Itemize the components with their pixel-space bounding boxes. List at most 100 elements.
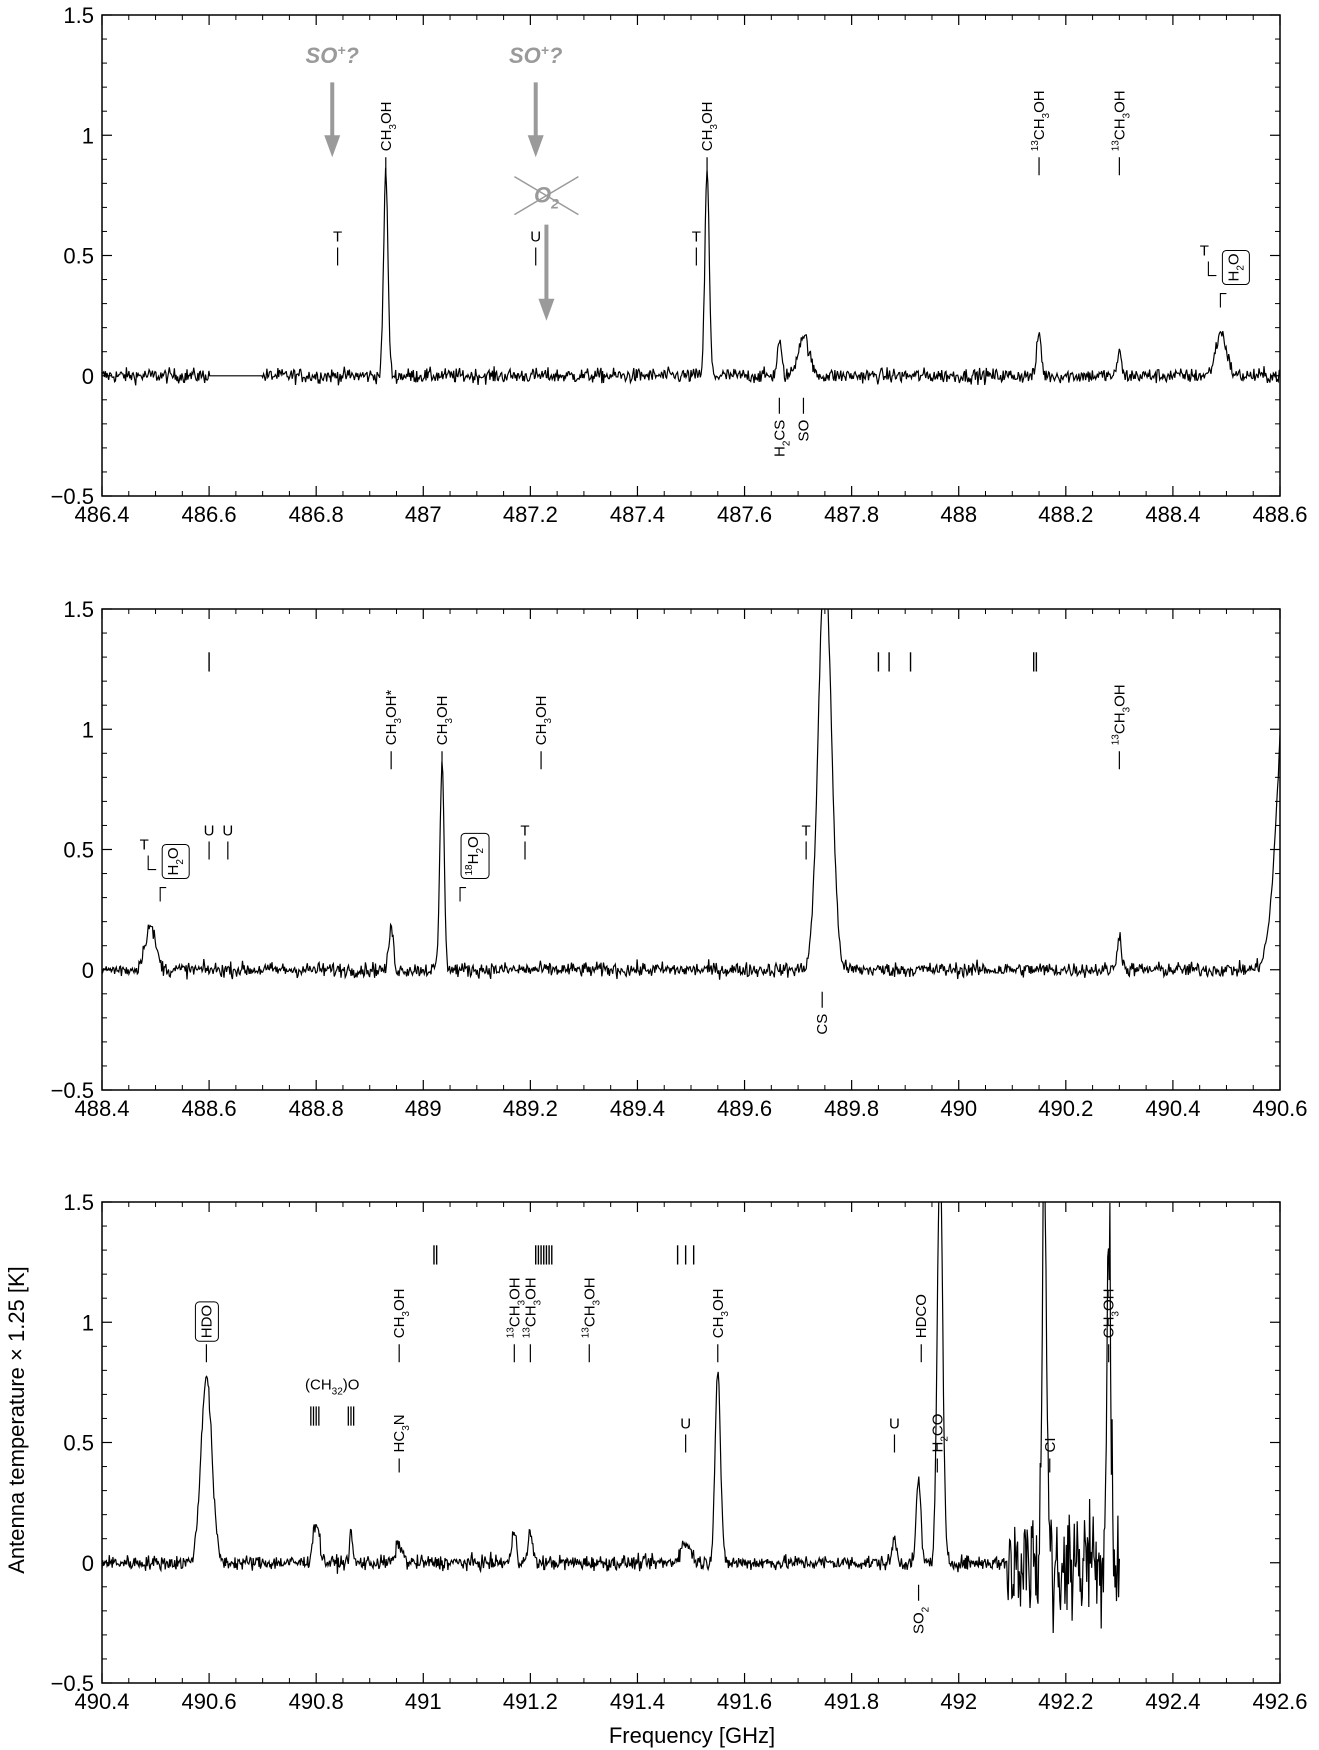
x-tick-label: 490.6 bbox=[182, 1689, 237, 1714]
spectrum-line bbox=[102, 1202, 1120, 1634]
x-tick-label: 486.6 bbox=[182, 502, 237, 527]
y-tick-label: 1 bbox=[82, 1310, 94, 1335]
x-axis-title: Frequency [GHz] bbox=[609, 1723, 775, 1748]
so-plus-arrowhead bbox=[324, 135, 341, 158]
x-tick-label: 492 bbox=[940, 1689, 977, 1714]
line-label: 13CH3OH bbox=[505, 1277, 527, 1338]
x-tick-label: 488.8 bbox=[289, 1096, 344, 1121]
marker-label: U bbox=[222, 823, 233, 840]
x-tick-label: 489.2 bbox=[503, 1096, 558, 1121]
o2-label: O2 bbox=[534, 183, 559, 212]
so-plus-label: SO+? bbox=[509, 42, 562, 68]
marker-label: T bbox=[140, 837, 149, 854]
y-tick-label: −0.5 bbox=[51, 484, 94, 509]
x-tick-label: 489.8 bbox=[824, 1096, 879, 1121]
o2-arrowhead bbox=[538, 298, 555, 321]
x-tick-label: 490.6 bbox=[1252, 1096, 1307, 1121]
x-tick-label: 488.4 bbox=[74, 1096, 129, 1121]
x-tick-label: 489 bbox=[405, 1096, 442, 1121]
x-tick-label: 487.2 bbox=[503, 502, 558, 527]
x-tick-label: 491.2 bbox=[503, 1689, 558, 1714]
line-label: 13CH3OH bbox=[1110, 684, 1132, 745]
line-label: CH3OH bbox=[378, 102, 399, 152]
x-tick-label: 487 bbox=[405, 502, 442, 527]
line-label-below: H2CS bbox=[771, 420, 792, 457]
marker-label: T bbox=[802, 823, 811, 840]
x-tick-label: 488.2 bbox=[1038, 502, 1093, 527]
x-tick-label: 490.4 bbox=[74, 1689, 129, 1714]
marker-label: U bbox=[530, 229, 541, 246]
y-tick-label: 1.5 bbox=[63, 3, 94, 28]
x-tick-label: 490.4 bbox=[1145, 1096, 1200, 1121]
marker-label: T bbox=[520, 823, 529, 840]
x-tick-label: 492.2 bbox=[1038, 1689, 1093, 1714]
y-axis-title: Antenna temperature × 1.25 [K] bbox=[4, 1266, 29, 1574]
x-tick-label: 486.8 bbox=[289, 502, 344, 527]
spectrum-line bbox=[102, 167, 1280, 386]
x-tick-label: 488.4 bbox=[1145, 502, 1200, 527]
y-tick-label: 0 bbox=[82, 1551, 94, 1576]
spectrum-line bbox=[102, 609, 1280, 980]
label-box bbox=[194, 1301, 219, 1342]
line-label: 13CH3OH bbox=[1030, 90, 1052, 151]
x-tick-label: 491 bbox=[405, 1689, 442, 1714]
y-tick-label: 1 bbox=[82, 123, 94, 148]
line-label: 13CH3OH bbox=[580, 1277, 602, 1338]
line-label-below: SO2 bbox=[911, 1606, 932, 1634]
plot-frame bbox=[101, 14, 1281, 497]
marker-bracket bbox=[147, 855, 157, 871]
x-tick-label: 491.8 bbox=[824, 1689, 879, 1714]
x-tick-label: 487.8 bbox=[824, 502, 879, 527]
x-tick-label: 490.8 bbox=[289, 1689, 344, 1714]
y-tick-label: −0.5 bbox=[51, 1078, 94, 1103]
line-label-below: SO bbox=[795, 420, 812, 442]
label-box bbox=[1221, 249, 1250, 286]
label-box bbox=[460, 832, 490, 880]
boxed-line-label: H2O bbox=[1225, 253, 1246, 281]
line-label: CH3OH bbox=[710, 1289, 731, 1339]
marker-label: U bbox=[680, 1416, 691, 1433]
x-tick-label: 487.6 bbox=[717, 502, 772, 527]
spectrum-panel-486-488: 486.4 486.6 486.8 487 487.2 487.4 487.6 487.8 48… bbox=[51, 3, 1308, 527]
so-plus-label: SO+? bbox=[306, 42, 359, 68]
plot-frame bbox=[101, 608, 1281, 1091]
x-tick-label: 489.4 bbox=[610, 1096, 665, 1121]
y-tick-label: 1.5 bbox=[63, 1190, 94, 1215]
x-tick-label: 492.6 bbox=[1252, 1689, 1307, 1714]
x-tick-label: 486.4 bbox=[74, 502, 129, 527]
line-label: CH3OH* bbox=[383, 690, 404, 746]
side-line-label: H2CO bbox=[929, 1414, 950, 1453]
marker-label: U bbox=[889, 1416, 900, 1433]
label-box bbox=[161, 843, 190, 880]
x-tick-label: 490.2 bbox=[1038, 1096, 1093, 1121]
y-tick-label: 0 bbox=[82, 364, 94, 389]
x-tick-label: 489.6 bbox=[717, 1096, 772, 1121]
marker-label: U bbox=[204, 823, 215, 840]
x-tick-label: 491.6 bbox=[717, 1689, 772, 1714]
x-tick-label: 490 bbox=[940, 1096, 977, 1121]
line-label: CH3OH bbox=[533, 696, 554, 746]
x-tick-label: 488.6 bbox=[1252, 502, 1307, 527]
line-label: 13CH3OH bbox=[521, 1277, 543, 1338]
line-label: CH3OH bbox=[391, 1289, 412, 1339]
y-tick-label: 0 bbox=[82, 958, 94, 983]
side-line-label: HC3N bbox=[391, 1414, 412, 1452]
line-label: HDCO bbox=[913, 1294, 930, 1338]
line-label: 13CH3OH bbox=[1110, 90, 1132, 151]
line-label: HDO bbox=[198, 1305, 215, 1338]
boxed-line-label: 18H2O bbox=[464, 836, 486, 875]
label-bracket bbox=[1219, 292, 1227, 308]
x-tick-label: 491.4 bbox=[610, 1689, 665, 1714]
o2-strike bbox=[514, 175, 579, 216]
group-label: (CH32)O bbox=[305, 1377, 359, 1398]
label-bracket bbox=[159, 886, 167, 902]
line-label: CH3OH bbox=[1101, 1289, 1122, 1339]
y-tick-label: 0.5 bbox=[63, 838, 94, 863]
side-line-label: CI bbox=[1042, 1437, 1059, 1452]
line-label-below: CS bbox=[814, 1014, 831, 1035]
x-tick-label: 488 bbox=[940, 502, 977, 527]
x-tick-label: 487.4 bbox=[610, 502, 665, 527]
line-label: CH3OH bbox=[699, 102, 720, 152]
y-tick-label: −0.5 bbox=[51, 1671, 94, 1696]
